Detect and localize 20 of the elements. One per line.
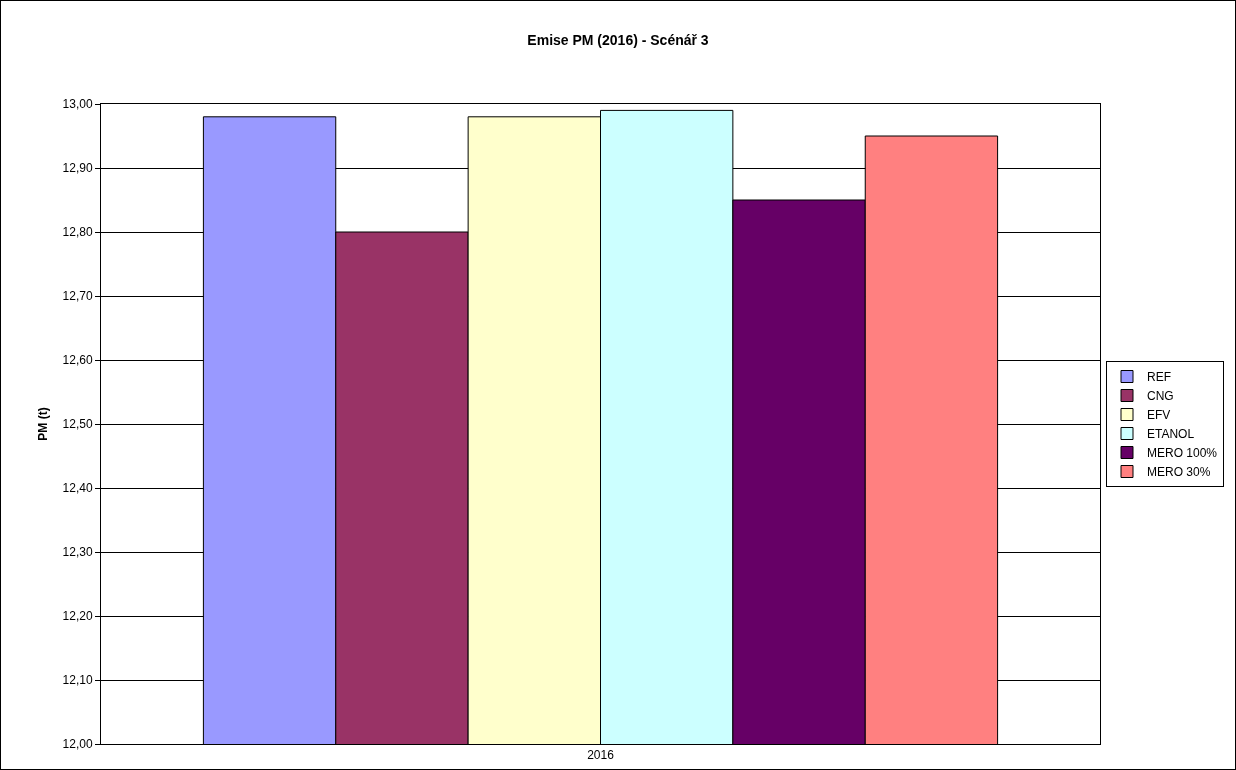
y-tick-label: 12,30 [62,545,93,560]
y-tick-label: 12,80 [62,225,93,240]
y-tick-label: 12,60 [62,353,93,368]
legend-label: EFV [1147,408,1171,423]
y-tick-label: 12,70 [62,289,93,304]
y-axis-title: PM (t) [35,407,50,441]
y-tick-label: 13,00 [62,97,93,112]
y-tick-label: 12,90 [62,161,93,176]
y-tick-label: 12,00 [62,737,93,752]
y-tick-label: 12,20 [62,609,93,624]
legend-label: MERO 30% [1147,465,1211,480]
legend-label: REF [1147,370,1171,385]
chart-title: Emise PM (2016) - Scénář 3 [527,32,709,49]
legend-label: MERO 100% [1147,446,1218,461]
x-tick-label: 2016 [587,748,615,763]
y-tick-label: 12,40 [62,481,93,496]
y-tick-label: 12,50 [62,417,93,432]
legend-label: CNG [1147,389,1174,404]
legend-label: ETANOL [1147,427,1195,442]
y-tick-label: 12,10 [62,673,93,688]
